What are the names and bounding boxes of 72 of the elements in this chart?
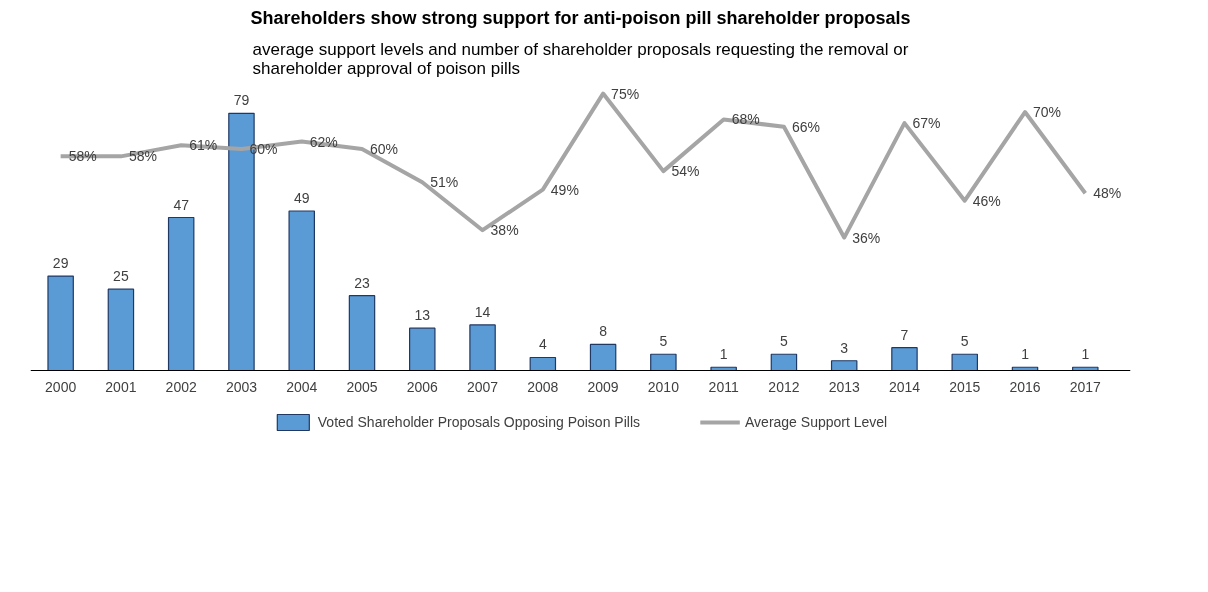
legend-label: Average Support Level	[745, 414, 888, 430]
data-label: 8	[599, 323, 608, 340]
x-tick-label: 2017	[1069, 378, 1102, 395]
data-label: 58%	[68, 148, 97, 165]
x-tick-label: 2012	[768, 378, 800, 395]
data-label: 4	[538, 336, 547, 353]
data-label: 1	[1021, 346, 1030, 363]
data-label: 60%	[249, 140, 278, 157]
x-tick-label: 2000	[45, 378, 77, 395]
bar	[288, 210, 315, 372]
data-label: 7	[900, 326, 909, 343]
data-label: 75%	[611, 85, 640, 102]
data-label: 46%	[972, 192, 1001, 209]
x-tick-label: 2011	[708, 378, 739, 395]
x-tick-label: 2013	[828, 378, 860, 395]
bar	[348, 295, 376, 372]
data-label: 38%	[490, 222, 519, 239]
bar	[409, 327, 436, 372]
bar	[589, 343, 617, 372]
bar	[167, 216, 195, 372]
data-label: 36%	[852, 229, 881, 246]
x-tick-label: 2007	[466, 378, 499, 395]
data-label: 29	[52, 255, 69, 272]
data-label: 60%	[370, 140, 399, 157]
bar	[830, 360, 858, 372]
data-label: 68%	[731, 111, 760, 128]
data-label: 67%	[912, 115, 941, 132]
data-label: 66%	[791, 118, 820, 135]
chart-title: Shareholders show strong support for anti-poison pill shareholder proposals	[250, 7, 911, 28]
bar	[529, 356, 557, 372]
data-label: 1	[1081, 346, 1090, 363]
x-tick-label: 2001	[105, 378, 137, 395]
x-tick-label: 2004	[286, 378, 318, 395]
bar	[951, 353, 978, 372]
x-tick-label: 2006	[406, 378, 439, 395]
data-label: 51%	[430, 174, 459, 191]
data-label: 14	[474, 303, 491, 320]
data-label: 5	[960, 333, 969, 350]
bar	[47, 275, 74, 372]
data-label: 1	[719, 346, 728, 363]
data-label: 48%	[1093, 185, 1122, 202]
data-label: 49	[293, 190, 310, 207]
data-label: 62%	[309, 133, 338, 150]
data-label: 5	[780, 333, 789, 350]
data-label: 3	[840, 339, 849, 356]
x-tick-label: 2008	[527, 378, 559, 395]
data-label: 54%	[671, 163, 700, 180]
data-label: 47	[173, 196, 190, 213]
chart-subtitle: average support levels and number of shareholder proposals requesting the removal or shareholder approval of poison pills	[252, 39, 909, 78]
data-label: 70%	[1033, 104, 1062, 121]
x-tick-label: 2002	[165, 378, 197, 395]
x-tick-label: 2014	[888, 378, 921, 395]
bar	[650, 353, 677, 372]
data-label: 49%	[550, 181, 579, 198]
x-tick-label: 2005	[346, 378, 378, 395]
data-label: 23	[354, 274, 371, 291]
x-tick-label: 2010	[647, 378, 680, 395]
bar	[891, 347, 918, 372]
data-label: 79	[233, 92, 250, 109]
x-tick-label: 2003	[225, 378, 258, 395]
data-label: 5	[659, 333, 668, 350]
legend-label: Voted Shareholder Proposals Opposing Poison Pills	[317, 414, 641, 430]
x-tick-label: 2009	[587, 378, 619, 395]
bar	[107, 288, 135, 372]
data-label: 13	[414, 307, 431, 324]
x-tick-label: 2016	[1009, 378, 1041, 395]
data-label: 61%	[189, 137, 218, 154]
bar	[770, 353, 798, 372]
x-tick-label: 2015	[949, 378, 981, 395]
data-label: 58%	[128, 148, 157, 165]
bar	[469, 324, 496, 372]
data-label: 25	[113, 268, 129, 285]
